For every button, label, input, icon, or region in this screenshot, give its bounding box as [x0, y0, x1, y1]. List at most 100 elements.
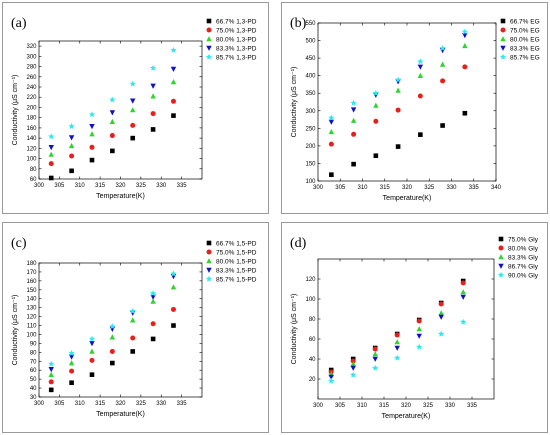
legend-entry: 83.3% Gly: [508, 254, 539, 261]
data-point: [89, 357, 95, 363]
data-point: [462, 42, 468, 49]
y-tick-label: 100: [305, 179, 316, 185]
data-point: [109, 334, 116, 340]
data-point: [69, 153, 75, 159]
data-point: [89, 348, 95, 354]
legend-marker: [206, 36, 212, 42]
data-point: [460, 318, 467, 325]
legend-marker: [498, 254, 504, 260]
data-point: [109, 348, 115, 354]
legend-entry: 90.0% Gly: [508, 272, 539, 279]
data-point: [395, 144, 401, 149]
data-point: [170, 306, 176, 312]
data-point: [130, 335, 136, 341]
data-point: [350, 365, 356, 371]
x-tick-label: 330: [445, 403, 456, 409]
x-tick-label: 325: [136, 183, 147, 189]
x-tick-label: 335: [177, 401, 188, 407]
y-tick-label: 300: [305, 109, 316, 115]
data-point: [170, 98, 176, 104]
chart-svg-b: (b) 300 305 310 315 320 325 330 335 340 100 150 200 2…: [290, 16, 540, 202]
legend-marker: [498, 245, 504, 251]
data-point: [150, 83, 156, 89]
y-tick-label: 60: [309, 337, 316, 343]
data-point: [68, 142, 75, 149]
legend-entry: 66.7% 1,3-PD: [216, 18, 257, 25]
data-point: [130, 317, 136, 323]
x-tick-label: 320: [115, 401, 126, 407]
panel-label: (d): [290, 236, 307, 251]
legend-marker: [206, 249, 212, 255]
data-point: [394, 332, 400, 338]
y-tick-label: 170: [26, 270, 37, 276]
data-point: [88, 335, 96, 342]
y-tick-label: 180: [26, 261, 37, 267]
x-tick-label: 315: [95, 401, 106, 407]
x-tick-label: 320: [401, 403, 412, 409]
data-point: [149, 290, 157, 297]
legend-entry: 66.7% 1,5-PD: [216, 240, 257, 247]
data-point: [69, 368, 75, 374]
data-point: [328, 119, 335, 125]
y-tick-label: 30: [30, 395, 37, 401]
data-point: [350, 371, 357, 378]
legend-marker: [206, 27, 212, 33]
panel-label: (a): [11, 16, 27, 31]
x-tick-label: 325: [423, 403, 434, 409]
data-point: [373, 118, 379, 124]
x-tick-label: 335: [177, 183, 188, 189]
legend-entry: 86.7% Gly: [508, 263, 539, 270]
y-tick-label: 100: [26, 332, 37, 338]
y-tick-label: 60: [30, 368, 37, 374]
x-tick-label: 315: [380, 185, 391, 191]
chart-svg-c: (c) 300 305 310 315 320 325 330 335 30 40 50 60 70 80 9…: [11, 236, 257, 418]
y-tick-label: 400: [305, 74, 316, 80]
data-point: [150, 93, 156, 99]
data-point: [150, 111, 156, 117]
y-tick-label: 200: [305, 144, 316, 150]
y-tick-label: 80: [309, 317, 316, 323]
x-tick-label: 310: [357, 403, 368, 409]
y-tick-label: 50: [30, 377, 37, 383]
data-point: [394, 354, 401, 361]
legend-marker: [206, 267, 212, 273]
y-tick-label: 260: [26, 75, 37, 81]
data-point: [416, 343, 423, 350]
data-point: [462, 110, 468, 116]
data-point: [439, 61, 446, 67]
data-point: [68, 354, 75, 360]
data-point: [417, 72, 424, 78]
data-point: [351, 131, 357, 137]
chart-panel-c: (c) 300 305 310 315 320 325 330 335 30 40 50 60 70 80 9…: [2, 222, 269, 433]
legend-entry: 75.0% EG: [510, 27, 540, 34]
data-point: [171, 323, 176, 328]
y-tick-label: 60: [30, 177, 37, 183]
data-point: [417, 93, 423, 99]
y-tick-label: 120: [26, 315, 37, 321]
data-point: [89, 341, 95, 347]
x-tick-label: 300: [34, 401, 45, 407]
data-point: [48, 379, 54, 385]
x-tick-label: 305: [335, 185, 346, 191]
data-point: [48, 161, 54, 167]
y-tick-label: 70: [30, 359, 37, 365]
data-point: [438, 314, 444, 320]
data-point: [394, 345, 400, 351]
legend-entry: 83.3% 1,3-PD: [216, 45, 257, 52]
legend-marker: [206, 240, 212, 246]
data-point: [150, 127, 156, 132]
chart-svg-a: (a) 300 305 310 315 320 325 330 335 60 80 100 120 140…: [11, 16, 257, 200]
y-tick-label: 180: [26, 116, 37, 122]
plot-area-frame: [317, 22, 497, 182]
data-point: [372, 346, 378, 352]
legend-entry: 80.0% EG: [510, 36, 540, 43]
data-point: [48, 360, 55, 367]
legend-marker: [205, 275, 213, 282]
x-tick-label: 305: [335, 403, 346, 409]
data-point: [461, 28, 468, 35]
plot-area-frame: [317, 258, 495, 400]
chart-panel-d: (d) 300 305 310 315 320 325 330 335 20 40 60 80 100 12…: [281, 222, 548, 433]
data-point: [48, 387, 54, 393]
data-point: [89, 124, 95, 130]
data-point: [68, 123, 75, 130]
